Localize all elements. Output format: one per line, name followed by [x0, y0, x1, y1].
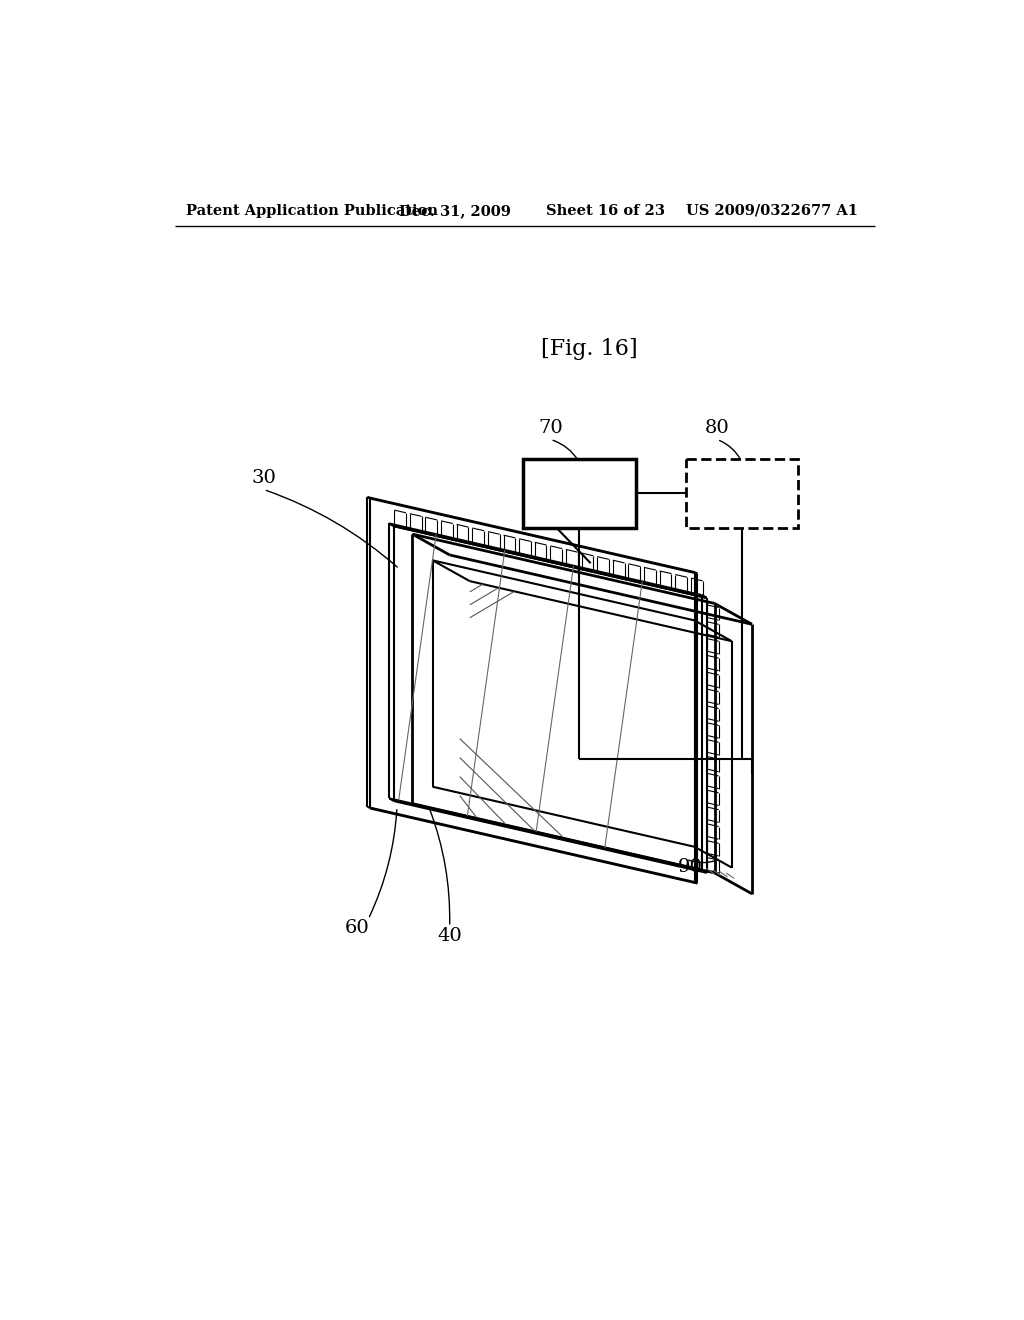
Text: Dec. 31, 2009: Dec. 31, 2009 — [399, 203, 511, 218]
Text: US 2009/0322677 A1: US 2009/0322677 A1 — [686, 203, 858, 218]
Text: 90: 90 — [678, 858, 702, 875]
Bar — [523, 459, 636, 528]
Text: Patent Application Publication: Patent Application Publication — [186, 203, 438, 218]
Text: 30: 30 — [251, 469, 276, 487]
Text: Sheet 16 of 23: Sheet 16 of 23 — [547, 203, 666, 218]
Bar — [686, 459, 799, 528]
Text: 70: 70 — [538, 418, 563, 437]
Text: [Fig. 16]: [Fig. 16] — [541, 338, 637, 360]
Text: 80: 80 — [705, 418, 729, 437]
Text: 40: 40 — [437, 927, 462, 945]
Text: 60: 60 — [344, 920, 369, 937]
